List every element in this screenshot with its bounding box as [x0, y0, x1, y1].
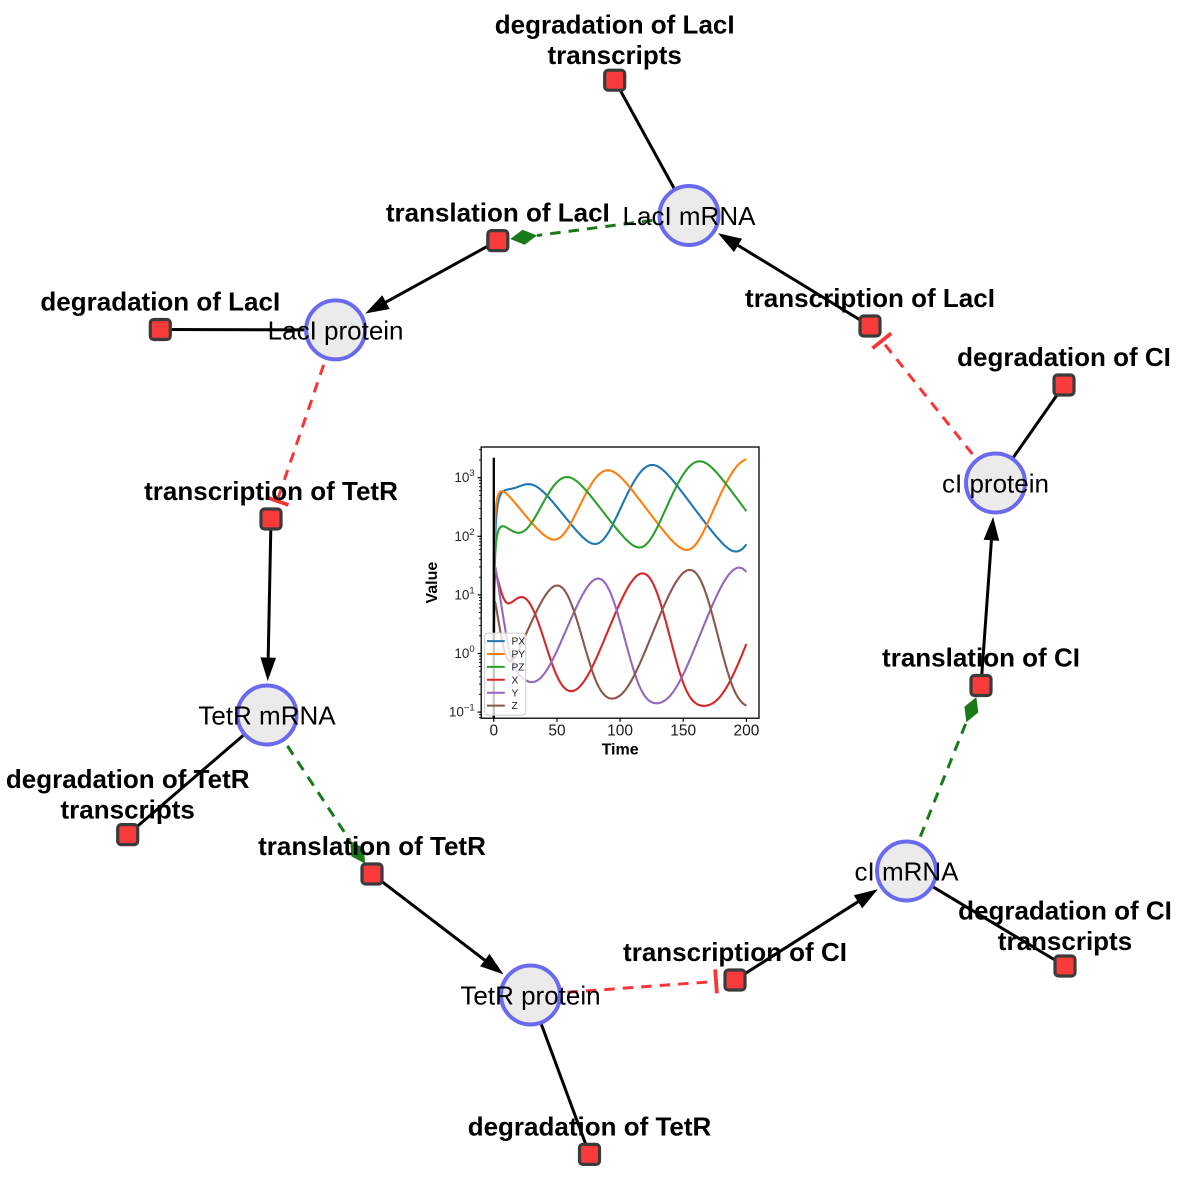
svg-text:PZ: PZ [512, 663, 525, 674]
svg-text:Value: Value [424, 562, 441, 604]
svg-text:transcription of LacI: transcription of LacI [745, 283, 995, 313]
svg-text:PY: PY [512, 650, 526, 661]
svg-text:degradation of LacI: degradation of LacI [40, 287, 280, 317]
svg-text:100: 100 [607, 722, 633, 739]
svg-text:TetR mRNA: TetR mRNA [198, 701, 336, 731]
svg-text:transcripts: transcripts [548, 40, 682, 70]
svg-text:translation of TetR: translation of TetR [258, 831, 486, 861]
svg-text:LacI mRNA: LacI mRNA [623, 201, 757, 231]
svg-text:50: 50 [548, 722, 566, 739]
svg-text:translation of LacI: translation of LacI [386, 198, 610, 228]
svg-text:Y: Y [512, 688, 519, 699]
svg-text:Z: Z [512, 701, 518, 712]
svg-text:cI protein: cI protein [942, 469, 1049, 499]
svg-text:PX: PX [512, 637, 526, 648]
svg-text:degradation of TetR: degradation of TetR [6, 764, 250, 794]
svg-text:cI mRNA: cI mRNA [855, 857, 960, 887]
svg-text:LacI protein: LacI protein [268, 315, 404, 345]
svg-text:transcripts: transcripts [998, 926, 1132, 956]
svg-text:translation of CI: translation of CI [882, 643, 1080, 673]
svg-text:degradation of CI: degradation of CI [958, 896, 1172, 926]
svg-text:0: 0 [489, 722, 498, 739]
svg-text:150: 150 [670, 722, 696, 739]
svg-text:transcripts: transcripts [61, 795, 195, 825]
svg-text:transcription of CI: transcription of CI [623, 937, 847, 967]
svg-text:TetR protein: TetR protein [460, 981, 600, 1011]
svg-text:200: 200 [733, 722, 759, 739]
svg-text:transcription of TetR: transcription of TetR [144, 476, 398, 506]
svg-text:Time: Time [602, 742, 639, 759]
svg-text:degradation of TetR: degradation of TetR [468, 1111, 712, 1141]
svg-text:X: X [512, 675, 519, 686]
svg-text:degradation of LacI: degradation of LacI [495, 10, 735, 40]
svg-text:degradation of CI: degradation of CI [957, 342, 1171, 372]
